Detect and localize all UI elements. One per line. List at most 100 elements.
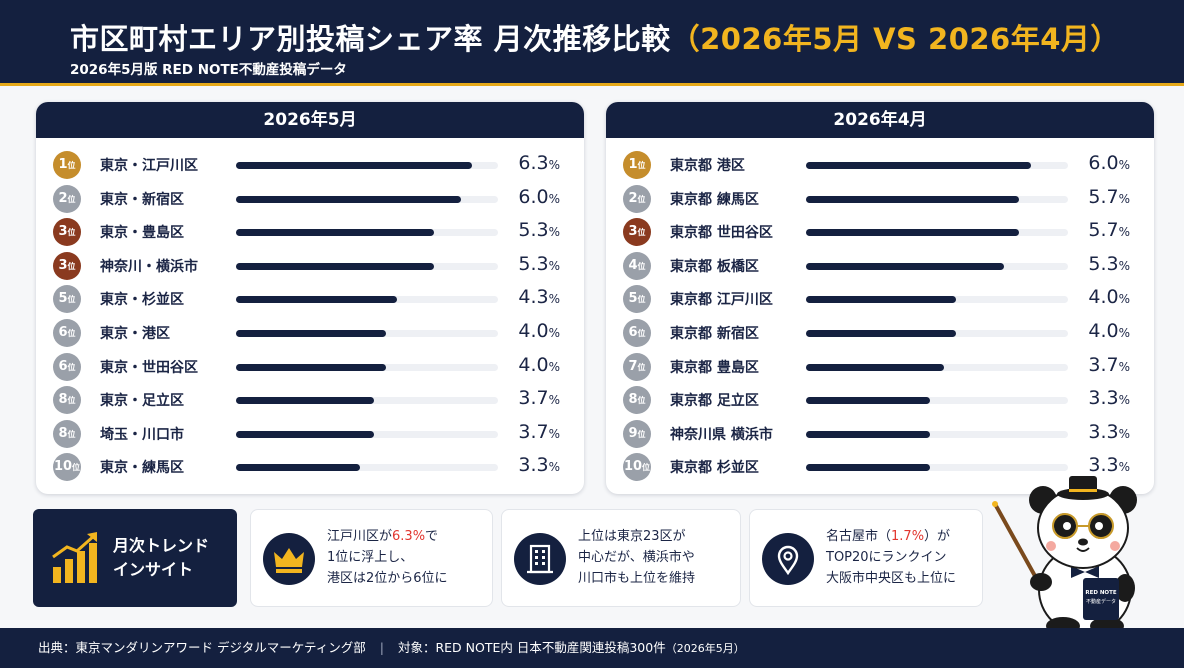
footer-separator: | bbox=[379, 640, 384, 655]
region-label: 東京・練馬区 bbox=[100, 460, 184, 477]
title-main: 市区町村エリア別投稿シェア率 月次推移比較 bbox=[70, 22, 671, 56]
insight-card-2: 上位は東京23区が 中心だが、横浜市や 川口市も上位を維持 bbox=[501, 509, 741, 607]
value-label: 5.3% bbox=[518, 219, 560, 241]
value-label: 4.3% bbox=[518, 286, 560, 308]
card1-line2: 1位に浮上し、 bbox=[327, 550, 414, 565]
rank-number: 4 bbox=[628, 257, 638, 273]
value-label: 3.7% bbox=[518, 421, 560, 443]
value-unit: % bbox=[1118, 393, 1130, 408]
card1-line3: 港区は2位から6位に bbox=[327, 571, 448, 586]
value-label: 3.7% bbox=[518, 387, 560, 409]
region-label: 東京・豊島区 bbox=[100, 225, 184, 242]
rank-suffix: 位 bbox=[67, 161, 76, 170]
bar bbox=[236, 464, 360, 472]
value-number: 5.7 bbox=[1088, 219, 1119, 242]
book-label-2: 不動産データ bbox=[1086, 598, 1116, 605]
bar bbox=[236, 397, 375, 405]
rank-number: 10 bbox=[53, 459, 73, 475]
region-label: 東京・港区 bbox=[100, 326, 170, 342]
value-unit: % bbox=[548, 158, 560, 172]
panel-april: 2026年4月 1位 東京都 港区 6.0% 2位 東京都 練馬区 5.7% 3位 東京都 世… bbox=[606, 102, 1154, 494]
region-label: 東京都 練馬区 bbox=[670, 191, 759, 208]
header-banner: 市区町村エリア別投稿シェア率 月次推移比較（2026年5月 VS 2026年4月… bbox=[0, 0, 1184, 86]
book-label-1: RED NOTE bbox=[1085, 590, 1117, 596]
value-number: 5.3 bbox=[518, 219, 549, 242]
rank-badge: 2位 bbox=[623, 184, 651, 213]
rank-number: 2 bbox=[628, 190, 638, 206]
bar bbox=[806, 162, 1031, 169]
rank-badge: 8位 bbox=[623, 386, 651, 415]
value-unit: % bbox=[548, 191, 560, 206]
ranking-row: 9位 神奈川県 横浜市 3.3% bbox=[606, 418, 1154, 448]
bar-track bbox=[806, 430, 1068, 438]
bar-track bbox=[806, 397, 1068, 405]
rank-badge: 7位 bbox=[623, 352, 651, 381]
title-highlight: （2026年5月 VS 2026年4月） bbox=[670, 22, 1120, 56]
bar-track bbox=[806, 262, 1068, 270]
bar bbox=[236, 262, 435, 270]
value-unit: % bbox=[548, 359, 560, 374]
region-label: 東京都 板橋区 bbox=[670, 258, 759, 275]
value-label: 4.0% bbox=[1088, 320, 1130, 342]
value-unit: % bbox=[548, 460, 560, 475]
value-label: 5.3% bbox=[1088, 253, 1130, 275]
rank-badge: 1位 bbox=[623, 151, 651, 179]
value-unit: % bbox=[1118, 292, 1130, 307]
value-number: 4.0 bbox=[1088, 286, 1119, 309]
bar bbox=[236, 430, 375, 438]
value-unit: % bbox=[548, 426, 560, 441]
rank-suffix: 位 bbox=[67, 261, 76, 271]
trend-chart-icon bbox=[52, 532, 97, 583]
ranking-row: 2位 東京都 練馬区 5.7% bbox=[606, 183, 1154, 213]
rank-number: 3 bbox=[628, 224, 638, 240]
insight-card-text: 江戸川区が6.3%で 1位に浮上し、 港区は2位から6位に bbox=[327, 526, 448, 589]
rank-number: 6 bbox=[628, 325, 638, 340]
bar-track bbox=[236, 229, 498, 237]
value-label: 5.7% bbox=[1088, 219, 1130, 241]
value-number: 3.7 bbox=[518, 420, 549, 443]
panel-title: 2026年4月 bbox=[606, 102, 1154, 138]
page-title: 市区町村エリア別投稿シェア率 月次推移比較（2026年5月 VS 2026年4月… bbox=[70, 16, 1120, 58]
value-unit: % bbox=[1118, 258, 1130, 273]
value-label: 5.7% bbox=[1088, 186, 1130, 208]
value-unit: % bbox=[548, 326, 560, 340]
rank-number: 8 bbox=[58, 392, 68, 408]
value-number: 5.7 bbox=[1088, 185, 1119, 208]
ranking-row: 6位 東京都 新宿区 4.0% bbox=[606, 317, 1154, 347]
rank-badge: 3位 bbox=[623, 218, 651, 247]
region-label: 東京・新宿区 bbox=[100, 191, 184, 208]
rank-suffix: 位 bbox=[637, 429, 646, 439]
bar-track bbox=[236, 464, 498, 472]
value-label: 6.3% bbox=[518, 152, 560, 174]
rank-suffix: 位 bbox=[67, 295, 76, 305]
rank-number: 1 bbox=[628, 157, 638, 172]
bar-track bbox=[806, 296, 1068, 304]
value-number: 4.3 bbox=[518, 286, 549, 309]
bar bbox=[806, 262, 1005, 270]
insight-card-3: 名古屋市（1.7%）が TOP20にランクイン 大阪市中央区も上位に bbox=[749, 509, 983, 607]
bar bbox=[806, 430, 930, 438]
footer-source: 出典：東京マンダリンアワード デジタルマーケティング部 bbox=[38, 640, 366, 655]
bar-track bbox=[806, 162, 1068, 169]
value-label: 4.0% bbox=[1088, 286, 1130, 308]
region-label: 神奈川県 横浜市 bbox=[670, 426, 773, 443]
rank-suffix: 位 bbox=[642, 463, 651, 473]
value-number: 4.0 bbox=[1088, 320, 1119, 342]
rank-badge: 8位 bbox=[53, 419, 81, 448]
footer-period: （2026年5月） bbox=[665, 642, 745, 655]
value-number: 4.0 bbox=[518, 353, 549, 376]
card1-highlight: 6.3% bbox=[392, 529, 426, 544]
rank-badge: 8位 bbox=[53, 386, 81, 415]
rank-number: 7 bbox=[628, 358, 638, 374]
rank-suffix: 位 bbox=[67, 362, 76, 372]
insight-card-text: 名古屋市（1.7%）が TOP20にランクイン 大阪市中央区も上位に bbox=[826, 526, 956, 589]
rank-badge: 2位 bbox=[53, 184, 81, 213]
rank-suffix: 位 bbox=[67, 194, 76, 204]
insight-label-box: 月次トレンド インサイト bbox=[33, 509, 237, 607]
rank-badge: 10位 bbox=[53, 453, 81, 482]
value-number: 3.7 bbox=[1088, 353, 1119, 376]
insight-title-line1: 月次トレンド bbox=[113, 536, 210, 555]
rank-suffix: 位 bbox=[637, 194, 646, 204]
insight-title-line2: インサイト bbox=[113, 560, 194, 579]
footer-target: 対象：RED NOTE内 日本不動産関連投稿300件 bbox=[397, 640, 666, 655]
